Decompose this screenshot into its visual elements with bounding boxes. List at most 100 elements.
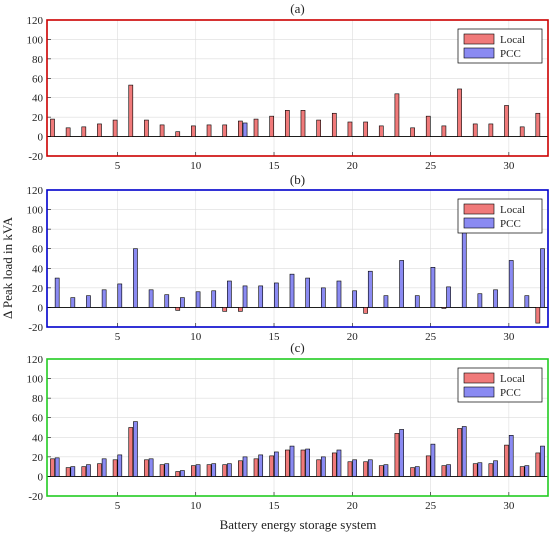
bar-local — [441, 465, 447, 477]
bar-local — [81, 466, 87, 477]
bar-local — [191, 465, 196, 477]
legend-label: PCC — [500, 48, 521, 60]
bar-local — [65, 467, 71, 477]
bar-local — [50, 458, 55, 477]
bar-local — [253, 458, 259, 477]
bar-local — [363, 307, 368, 314]
bar-pcc — [320, 287, 326, 308]
y-tick-label: 60 — [32, 244, 44, 256]
x-tick-label: 10 — [190, 160, 202, 172]
panel-frame — [46, 19, 549, 157]
bar-local — [238, 460, 243, 477]
legend: Local PCC — [457, 198, 543, 234]
bar-pcc — [101, 289, 107, 308]
bar-local — [50, 118, 55, 137]
bar-local — [394, 93, 400, 137]
y-tick-label: 20 — [32, 452, 44, 464]
panel-title: (a) — [290, 1, 304, 16]
bar-pcc — [399, 429, 404, 477]
bar-pcc — [430, 267, 436, 308]
bar-local — [316, 119, 321, 137]
bar-local — [191, 125, 196, 137]
y-tick-label: 0 — [38, 132, 44, 144]
bar-local — [128, 427, 134, 477]
x-tick-label: 15 — [269, 331, 281, 343]
x-tick-label: 5 — [115, 160, 121, 172]
legend-swatch-pcc — [463, 217, 495, 229]
bar-pcc — [508, 260, 514, 308]
bar-local — [535, 452, 541, 477]
bar-pcc — [399, 260, 404, 308]
bar-local — [300, 449, 306, 477]
bar-local — [284, 110, 290, 137]
bar-pcc — [117, 454, 123, 477]
bar-pcc — [133, 421, 138, 477]
x-tick-label: 5 — [115, 500, 121, 512]
bar-local — [97, 463, 102, 477]
bar-local — [457, 428, 462, 477]
y-tick-label: 80 — [32, 393, 44, 405]
bar-local — [410, 127, 415, 137]
legend-swatch-local — [463, 33, 495, 45]
bar-local — [331, 112, 337, 137]
legend-swatch-local — [463, 372, 495, 384]
legend-label: Local — [500, 204, 525, 216]
bar-local — [378, 465, 384, 477]
panel-title: (b) — [290, 172, 305, 187]
bar-pcc — [195, 291, 201, 308]
y-tick-label: 40 — [32, 432, 44, 444]
x-tick-label: 5 — [115, 331, 121, 343]
bar-local — [410, 467, 415, 477]
bar-local — [472, 123, 478, 137]
bar-pcc — [540, 445, 545, 477]
bar-local — [97, 123, 102, 137]
bar-pcc — [540, 248, 545, 308]
bar-pcc — [148, 289, 154, 308]
x-tick-label: 15 — [269, 500, 281, 512]
bar-pcc — [70, 297, 76, 308]
bar-pcc — [367, 459, 373, 477]
legend-swatch-pcc — [463, 386, 495, 398]
bar-local — [363, 461, 368, 477]
bar-pcc — [305, 448, 311, 477]
bar-local — [316, 459, 321, 477]
legend-label: PCC — [500, 218, 521, 230]
bar-local — [284, 449, 290, 477]
legend-label: PCC — [500, 387, 521, 399]
bar-pcc — [305, 277, 311, 308]
bar-pcc — [133, 248, 138, 308]
bar-local — [144, 119, 149, 137]
bar-pcc — [367, 270, 373, 308]
bar-pcc — [242, 122, 248, 137]
bar-pcc — [242, 456, 248, 477]
bar-pcc — [477, 293, 483, 308]
bar-pcc — [227, 463, 232, 477]
bar-pcc — [383, 295, 389, 308]
bar-pcc — [54, 457, 60, 477]
bar-pcc — [70, 466, 76, 477]
bar-local — [159, 464, 165, 477]
bar-local — [425, 455, 431, 477]
bar-pcc — [524, 465, 530, 477]
y-tick-label: 60 — [32, 73, 44, 85]
bar-local — [378, 125, 384, 137]
bar-pcc — [414, 466, 420, 477]
panel-title: (c) — [290, 340, 304, 355]
bar-local — [488, 463, 494, 477]
y-tick-label: 120 — [27, 185, 44, 197]
chart-panel: (a) -20 0 20 40 60 80 100 120 5 10 15 20 25 30 Local PCC — [27, 1, 549, 172]
bar-pcc — [383, 464, 389, 477]
panel-frame — [46, 358, 549, 497]
bar-local — [519, 466, 525, 477]
bar-local — [112, 459, 118, 477]
bar-local — [128, 84, 134, 137]
bar-pcc — [274, 451, 279, 477]
bar-local — [535, 307, 541, 324]
x-tick-label: 20 — [347, 160, 359, 172]
bar-pcc — [446, 286, 451, 308]
bar-local — [347, 461, 353, 477]
bar-local — [472, 463, 478, 477]
y-tick-label: 80 — [32, 224, 44, 236]
